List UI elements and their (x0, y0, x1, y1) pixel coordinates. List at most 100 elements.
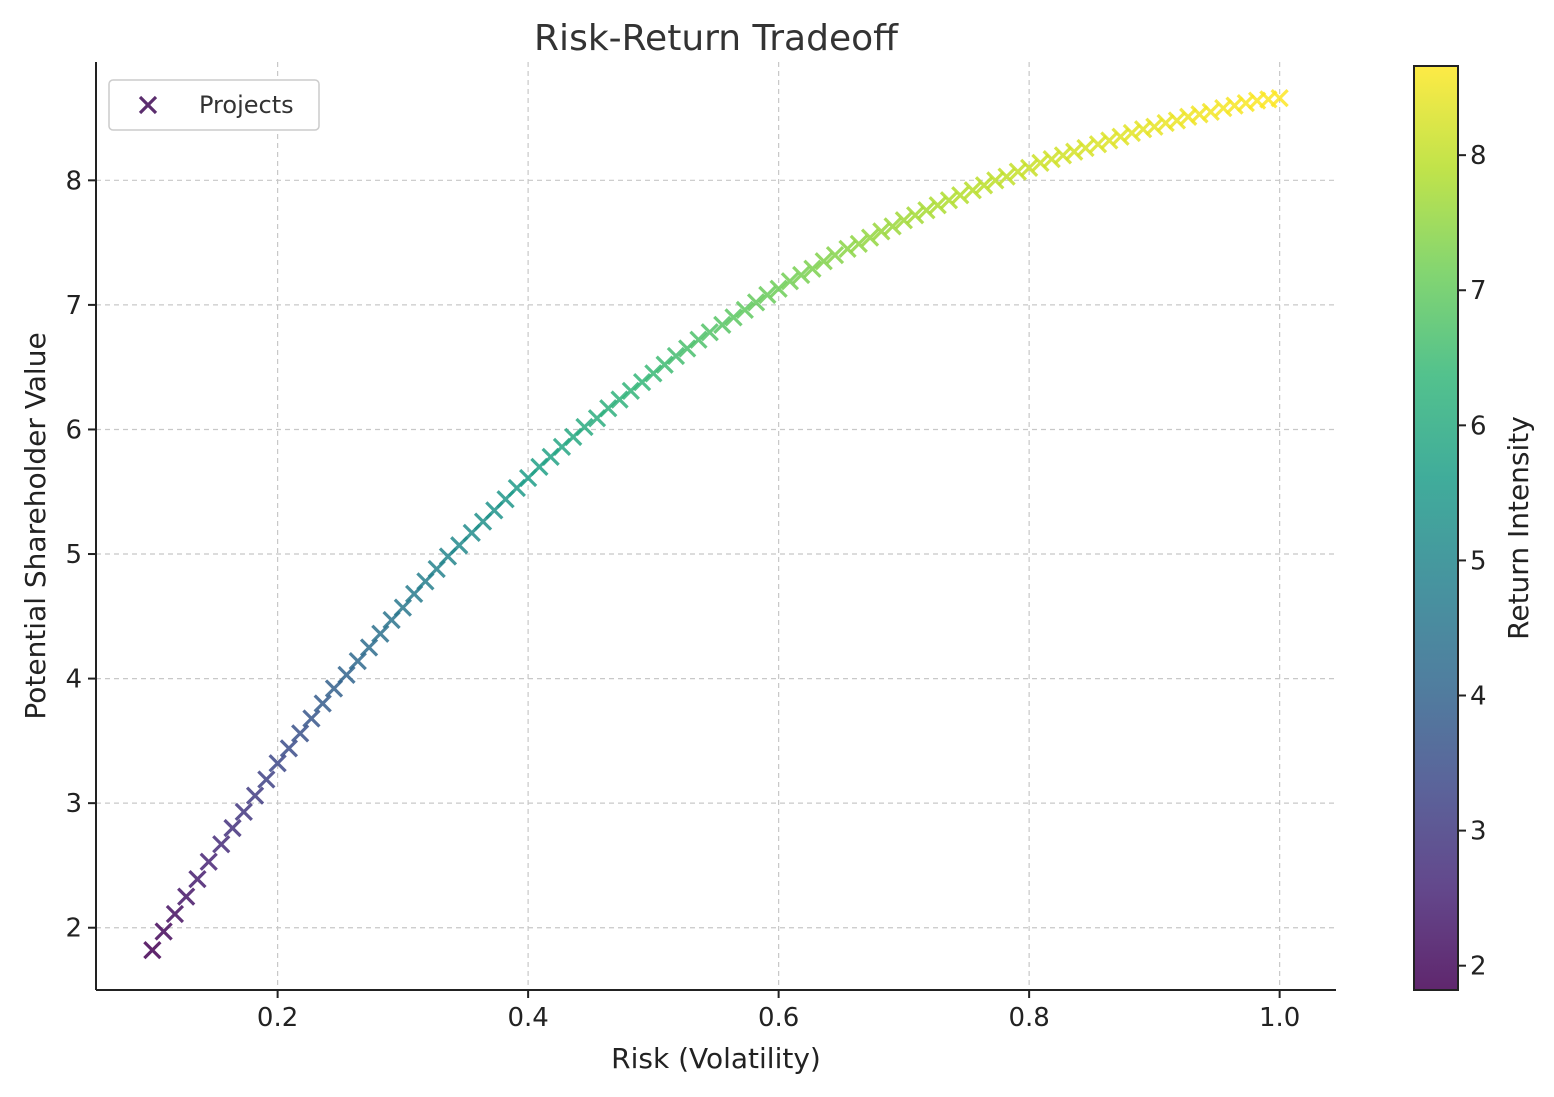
scatter-point (1065, 142, 1084, 161)
colorbar-ticks: 2 3 4 5 6 7 8 (1458, 141, 1487, 982)
scatter-point (974, 176, 994, 195)
scatter-point (1122, 123, 1141, 143)
y-axis-label: Potential Shareholder Value (19, 332, 52, 719)
scatter-point (177, 887, 196, 906)
scatter-point (997, 167, 1016, 186)
legend-entry-projects: Projects (199, 91, 294, 119)
scatter-point (803, 259, 822, 278)
y-tick-label: 6 (65, 415, 82, 445)
scatter-point (279, 739, 299, 758)
scatter-point (212, 835, 231, 854)
y-tick-label: 5 (65, 540, 82, 570)
x-tick-label: 1.0 (1259, 1003, 1300, 1033)
scatter-point (143, 941, 162, 960)
scatter-point (825, 245, 845, 265)
scatter-point (393, 598, 413, 617)
scatter-point (883, 217, 902, 236)
scatter-point (735, 300, 754, 320)
scatter-point (724, 308, 743, 327)
scatter-point (1088, 135, 1108, 154)
colorbar-gradient (1413, 65, 1459, 991)
colorbar-tick-label: 8 (1470, 141, 1487, 171)
scatter-point (313, 694, 332, 713)
x-tick-label: 0.6 (758, 1003, 799, 1033)
colorbar-tick-label: 4 (1470, 682, 1487, 712)
scatter-point (1145, 117, 1164, 136)
y-tick-label: 8 (65, 166, 82, 196)
colorbar-tick-label: 7 (1470, 276, 1487, 306)
x-tick-label: 0.2 (257, 1003, 298, 1033)
scatter-point (1042, 150, 1061, 169)
legend-box (108, 79, 320, 131)
scatter-point (188, 870, 207, 889)
scatter-point (234, 802, 253, 822)
scatter-point (758, 285, 777, 305)
scatter-point (302, 709, 321, 728)
colorbar-label: Return Intensity (1502, 416, 1535, 640)
scatter-point (199, 852, 218, 871)
scatter-point (655, 355, 674, 374)
scatter-point (1190, 105, 1209, 124)
scatter-point (599, 399, 618, 418)
y-tick-label: 3 (65, 789, 82, 819)
scatter-point (1111, 127, 1130, 146)
scatter-point (928, 196, 947, 215)
scatter-point (1031, 153, 1050, 173)
scatter-point (644, 364, 663, 383)
scatter-point (986, 171, 1005, 190)
colorbar: 2 3 4 5 6 7 8 Return Intensity (1413, 65, 1535, 991)
scatter-point (678, 339, 697, 358)
scatter-point (1167, 111, 1187, 130)
scatter-point (1008, 162, 1027, 181)
scatter-point (154, 922, 173, 941)
scatter-point (849, 234, 868, 253)
scatter-point (1053, 146, 1073, 165)
scatter-point (165, 904, 185, 924)
scatter-point (939, 191, 959, 210)
scatter-point (348, 652, 367, 671)
scatter-point (814, 252, 833, 271)
scatter-point (291, 724, 310, 743)
legend-marker-x-icon (138, 95, 158, 115)
scatter-point (689, 330, 708, 349)
scatter-point (575, 417, 594, 437)
scatter-point (371, 624, 390, 643)
scatter-point (963, 181, 982, 200)
scatter-points (143, 88, 1289, 960)
x-axis-ticks: 0.2 0.4 0.6 0.8 1.0 (257, 990, 1300, 1033)
scatter-point (1225, 96, 1244, 115)
scatter-point (621, 381, 640, 400)
scatter-point (792, 265, 811, 285)
x-tick-label: 0.8 (1008, 1003, 1049, 1033)
colorbar-tick-label: 6 (1470, 411, 1487, 441)
scatter-point (1236, 93, 1255, 113)
scatter-point (1076, 138, 1095, 158)
scatter-point (894, 211, 914, 230)
colorbar-tick-label: 3 (1470, 817, 1487, 847)
grid-lines (96, 62, 1336, 990)
x-axis-label: Risk (Volatility) (611, 1042, 821, 1075)
y-tick-label: 4 (65, 665, 82, 695)
chart-title: Risk-Return Tradeoff (534, 18, 899, 59)
scatter-point (666, 346, 686, 366)
scatter-point (245, 786, 265, 805)
x-tick-label: 0.4 (507, 1003, 548, 1033)
y-axis-ticks: 2 3 4 5 6 7 8 (65, 166, 96, 944)
scatter-point (257, 770, 276, 789)
scatter-point (1201, 102, 1220, 121)
scatter-point (268, 754, 287, 773)
scatter-point (713, 315, 732, 334)
scatter-point (1100, 131, 1119, 150)
scatter-point (632, 372, 652, 392)
scatter-point (1270, 88, 1289, 108)
scatter-point (223, 818, 242, 838)
scatter-point (746, 293, 766, 312)
scatter-point (838, 239, 857, 258)
scatter-point (337, 665, 356, 684)
scatter-point (780, 272, 800, 291)
scatter-point (359, 638, 379, 657)
scatter-point (1214, 98, 1233, 118)
scatter-point (872, 222, 891, 241)
scatter-point (769, 279, 788, 298)
